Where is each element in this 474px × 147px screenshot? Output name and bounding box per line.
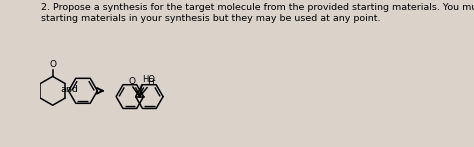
Text: and: and [60, 85, 78, 94]
Text: O: O [49, 60, 56, 69]
Text: HO: HO [142, 75, 155, 84]
Text: Et: Et [147, 78, 156, 87]
Text: O: O [128, 77, 136, 86]
Text: 2. Propose a synthesis for the target molecule from the provided starting materi: 2. Propose a synthesis for the target mo… [41, 3, 474, 23]
